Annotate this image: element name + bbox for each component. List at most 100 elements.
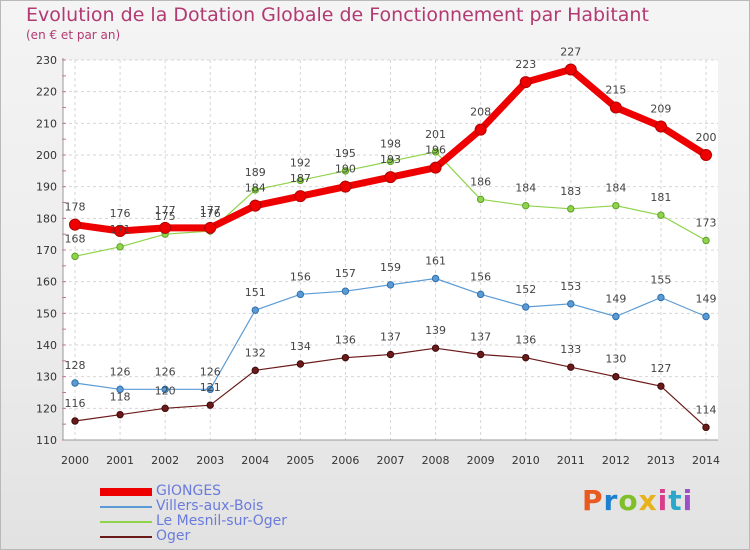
data-label: 168 bbox=[65, 232, 86, 245]
data-label: 192 bbox=[290, 156, 311, 169]
data-label: 161 bbox=[425, 255, 446, 268]
data-point bbox=[206, 401, 214, 409]
logo-letter: o bbox=[618, 484, 639, 517]
data-point bbox=[519, 76, 532, 89]
data-label: 128 bbox=[65, 359, 86, 372]
data-label: 209 bbox=[650, 103, 671, 116]
logo-letter: x bbox=[638, 484, 658, 517]
data-point bbox=[522, 353, 530, 362]
data-label: 193 bbox=[380, 153, 401, 166]
x-tick-label: 2012 bbox=[602, 454, 630, 467]
data-point bbox=[71, 417, 79, 425]
y-tick-label: 120 bbox=[36, 402, 57, 415]
data-label: 152 bbox=[515, 283, 536, 296]
data-label: 184 bbox=[245, 182, 266, 195]
data-label: 134 bbox=[290, 340, 311, 353]
data-point bbox=[341, 353, 350, 362]
data-point bbox=[567, 363, 575, 371]
x-tick-label: 2005 bbox=[286, 454, 314, 467]
data-label: 227 bbox=[560, 46, 581, 59]
data-label: 151 bbox=[245, 286, 266, 299]
data-label: 183 bbox=[560, 185, 581, 198]
data-point bbox=[69, 218, 81, 231]
legend-label: Oger bbox=[156, 528, 191, 544]
x-tick-label: 2013 bbox=[647, 454, 675, 467]
data-label: 153 bbox=[560, 280, 581, 293]
data-label: 215 bbox=[605, 84, 626, 97]
logo-letter: t bbox=[668, 484, 683, 517]
data-point bbox=[116, 243, 124, 251]
y-tick-label: 150 bbox=[36, 307, 57, 320]
y-tick-label: 140 bbox=[36, 339, 57, 352]
data-label: 176 bbox=[200, 207, 221, 220]
data-label: 201 bbox=[425, 128, 446, 141]
legend-swatch bbox=[100, 536, 152, 538]
data-label: 126 bbox=[110, 365, 131, 378]
data-point bbox=[251, 186, 259, 194]
data-point bbox=[341, 287, 350, 295]
x-tick-label: 2000 bbox=[61, 454, 89, 467]
data-point bbox=[612, 312, 620, 321]
logo-letter: P bbox=[582, 484, 604, 517]
data-label: 139 bbox=[425, 324, 446, 337]
data-label: 130 bbox=[605, 353, 626, 366]
x-tick-label: 2002 bbox=[151, 454, 179, 467]
data-point bbox=[161, 404, 169, 413]
data-point bbox=[71, 379, 79, 387]
data-label: 196 bbox=[425, 144, 446, 157]
y-tick-label: 160 bbox=[36, 276, 57, 289]
data-point bbox=[657, 293, 665, 302]
data-label: 186 bbox=[470, 175, 491, 188]
data-point bbox=[251, 366, 259, 375]
data-point bbox=[296, 176, 305, 185]
chart-subtitle: (en € et par an) bbox=[26, 28, 121, 42]
data-point bbox=[657, 211, 665, 219]
data-point bbox=[702, 312, 710, 321]
data-point bbox=[702, 236, 710, 245]
data-label: 208 bbox=[470, 106, 491, 119]
data-label: 118 bbox=[110, 391, 131, 404]
data-label: 184 bbox=[605, 182, 626, 195]
y-tick-label: 230 bbox=[36, 54, 57, 67]
x-tick-label: 2006 bbox=[331, 454, 359, 467]
data-point bbox=[114, 225, 127, 237]
data-point bbox=[474, 123, 487, 136]
data-label: 133 bbox=[560, 343, 581, 356]
data-label: 132 bbox=[245, 346, 266, 359]
y-tick-label: 170 bbox=[36, 244, 57, 257]
data-label: 177 bbox=[200, 204, 221, 217]
y-tick-label: 110 bbox=[36, 434, 57, 447]
data-label: 173 bbox=[696, 217, 717, 230]
data-point bbox=[386, 157, 395, 166]
data-label: 120 bbox=[155, 384, 176, 397]
data-point bbox=[206, 385, 214, 394]
data-label: 121 bbox=[200, 381, 221, 394]
x-tick-label: 2008 bbox=[422, 454, 450, 467]
x-tick-label: 2007 bbox=[377, 454, 405, 467]
data-label: 195 bbox=[335, 147, 356, 160]
data-point bbox=[431, 274, 440, 283]
y-tick-label: 180 bbox=[36, 212, 57, 225]
legend-swatch bbox=[100, 521, 152, 523]
data-point bbox=[386, 350, 395, 359]
logo-letter: r bbox=[603, 484, 619, 517]
data-point bbox=[249, 199, 262, 212]
data-label: 127 bbox=[650, 362, 671, 375]
data-label: 176 bbox=[110, 207, 131, 220]
data-point bbox=[612, 201, 620, 210]
data-point bbox=[431, 148, 440, 156]
data-label: 136 bbox=[335, 334, 356, 347]
data-point bbox=[657, 382, 665, 390]
legend-label: GIONGES bbox=[156, 483, 222, 499]
data-point bbox=[116, 410, 124, 419]
y-tick-label: 210 bbox=[36, 117, 57, 130]
y-tick-label: 220 bbox=[36, 86, 57, 99]
data-point bbox=[341, 167, 350, 175]
data-point bbox=[654, 120, 667, 133]
x-tick-label: 2010 bbox=[512, 454, 540, 467]
x-tick-label: 2001 bbox=[106, 454, 134, 467]
data-point bbox=[567, 300, 575, 308]
data-label: 116 bbox=[65, 397, 86, 410]
data-point bbox=[296, 360, 305, 368]
data-label: 126 bbox=[200, 365, 221, 378]
